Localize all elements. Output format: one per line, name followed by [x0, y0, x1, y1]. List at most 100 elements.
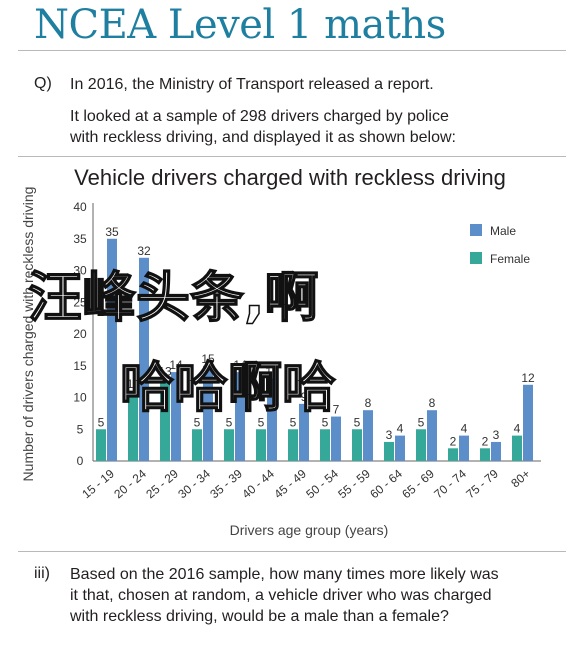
x-tick-label: 75 - 79	[463, 466, 501, 501]
question-line: with reckless driving, would be a male t…	[70, 608, 449, 625]
bar-male	[235, 372, 245, 461]
overlay-text: 哈哈啊哈	[119, 356, 337, 419]
page-title: NCEA Level 1 maths	[34, 2, 446, 48]
data-label-male: 12	[521, 371, 535, 385]
x-tick-label: 80+	[508, 467, 533, 491]
bar-male	[107, 238, 117, 461]
x-tick-label: 30 - 34	[175, 466, 213, 501]
question-line: It looked at a sample of 298 drivers cha…	[70, 108, 449, 125]
bar-male	[267, 378, 277, 461]
y-tick-label: 0	[77, 454, 84, 468]
data-label-female: 11	[127, 377, 140, 391]
data-label-male: 14	[169, 358, 183, 372]
bar-female	[416, 429, 426, 461]
y-tick-label: 15	[73, 359, 87, 373]
question-line: Based on the 2016 sample, how many times…	[70, 566, 499, 583]
bar-female	[480, 448, 490, 461]
data-label-female: 5	[226, 415, 233, 429]
y-axis-title: Number of drivers charged with reckless …	[20, 187, 36, 482]
y-tick-label: 30	[73, 264, 87, 278]
data-label-female: 5	[98, 415, 105, 429]
bar-male	[139, 257, 149, 461]
x-tick-label: 50 - 54	[303, 466, 341, 501]
data-label-male: 9	[301, 390, 308, 404]
legend-swatch-female	[470, 252, 482, 264]
x-tick-label: 40 - 44	[239, 466, 277, 501]
legend-label-male: Male	[490, 224, 516, 238]
bar-male	[171, 372, 181, 461]
question-line: it that, chosen at random, a vehicle dri…	[70, 587, 492, 604]
bar-female	[224, 429, 234, 461]
bar-male	[203, 365, 213, 461]
data-label-male: 32	[137, 244, 151, 258]
data-label-male: 15	[201, 352, 215, 366]
data-label-female: 2	[482, 434, 489, 448]
data-label-female: 5	[322, 415, 329, 429]
bar-female	[256, 429, 266, 461]
question-line: with reckless driving, and displayed it …	[70, 129, 456, 146]
bar-female	[448, 448, 458, 461]
data-label-female: 5	[290, 415, 297, 429]
bar-male	[299, 403, 309, 461]
bar-male	[523, 384, 533, 461]
bar-male	[459, 435, 469, 461]
data-label-male: 8	[365, 396, 372, 410]
x-axis-title: Drivers age group (years)	[230, 522, 389, 538]
bar-male	[395, 435, 405, 461]
legend-swatch-male	[470, 224, 482, 236]
data-label-female: 3	[386, 428, 393, 442]
divider	[18, 156, 566, 157]
bar-female	[512, 435, 522, 461]
data-label-female: 5	[418, 415, 425, 429]
y-tick-label: 5	[77, 422, 84, 436]
bar-female	[288, 429, 298, 461]
bar-male	[491, 441, 501, 461]
x-tick-label: 70 - 74	[431, 466, 469, 501]
data-label-male: 7	[333, 403, 340, 417]
x-tick-label: 15 - 19	[79, 466, 117, 501]
bar-male	[331, 416, 341, 461]
bar-female	[128, 391, 138, 461]
data-label-male: 14	[233, 358, 247, 372]
data-label-female: 2	[450, 434, 457, 448]
y-tick-label: 35	[73, 232, 87, 246]
x-tick-label: 25 - 29	[143, 466, 181, 501]
x-tick-label: 20 - 24	[111, 466, 149, 501]
overlay-text: 汪峰头条,啊	[27, 266, 319, 329]
x-tick-label: 60 - 64	[367, 466, 405, 501]
bar-female	[160, 378, 170, 461]
y-tick-label: 40	[73, 200, 87, 214]
y-tick-label: 20	[73, 327, 87, 341]
data-label-male: 8	[429, 396, 436, 410]
data-label-female: 5	[258, 415, 265, 429]
data-label-male: 13	[265, 364, 279, 378]
data-label-female: 5	[194, 415, 201, 429]
legend-label-female: Female	[490, 252, 530, 266]
x-tick-label: 35 - 39	[207, 466, 245, 501]
question-marker: Q)	[34, 75, 52, 92]
bar-female	[96, 429, 106, 461]
y-tick-label: 10	[73, 391, 87, 405]
data-label-female: 13	[158, 364, 172, 378]
chart-title: Vehicle drivers charged with reckless dr…	[74, 165, 506, 190]
question-marker: iii)	[34, 565, 50, 582]
x-tick-label: 65 - 69	[399, 466, 437, 501]
bar-female	[384, 441, 394, 461]
bar-female	[352, 429, 362, 461]
data-label-male: 4	[461, 422, 468, 436]
data-label-male: 3	[493, 428, 500, 442]
data-label-female: 5	[354, 415, 361, 429]
divider	[18, 50, 566, 51]
bar-female	[320, 429, 330, 461]
y-tick-label: 25	[73, 295, 87, 309]
divider	[18, 551, 566, 552]
x-tick-label: 45 - 49	[271, 466, 309, 501]
bar-female	[192, 429, 202, 461]
question-line: In 2016, the Ministry of Transport relea…	[70, 76, 434, 93]
data-label-male: 35	[105, 225, 119, 239]
x-tick-label: 55 - 59	[335, 466, 373, 501]
data-label-female: 4	[514, 422, 521, 436]
bar-male	[363, 410, 373, 461]
header-banner: NCEA Level 1 maths	[0, 0, 580, 50]
